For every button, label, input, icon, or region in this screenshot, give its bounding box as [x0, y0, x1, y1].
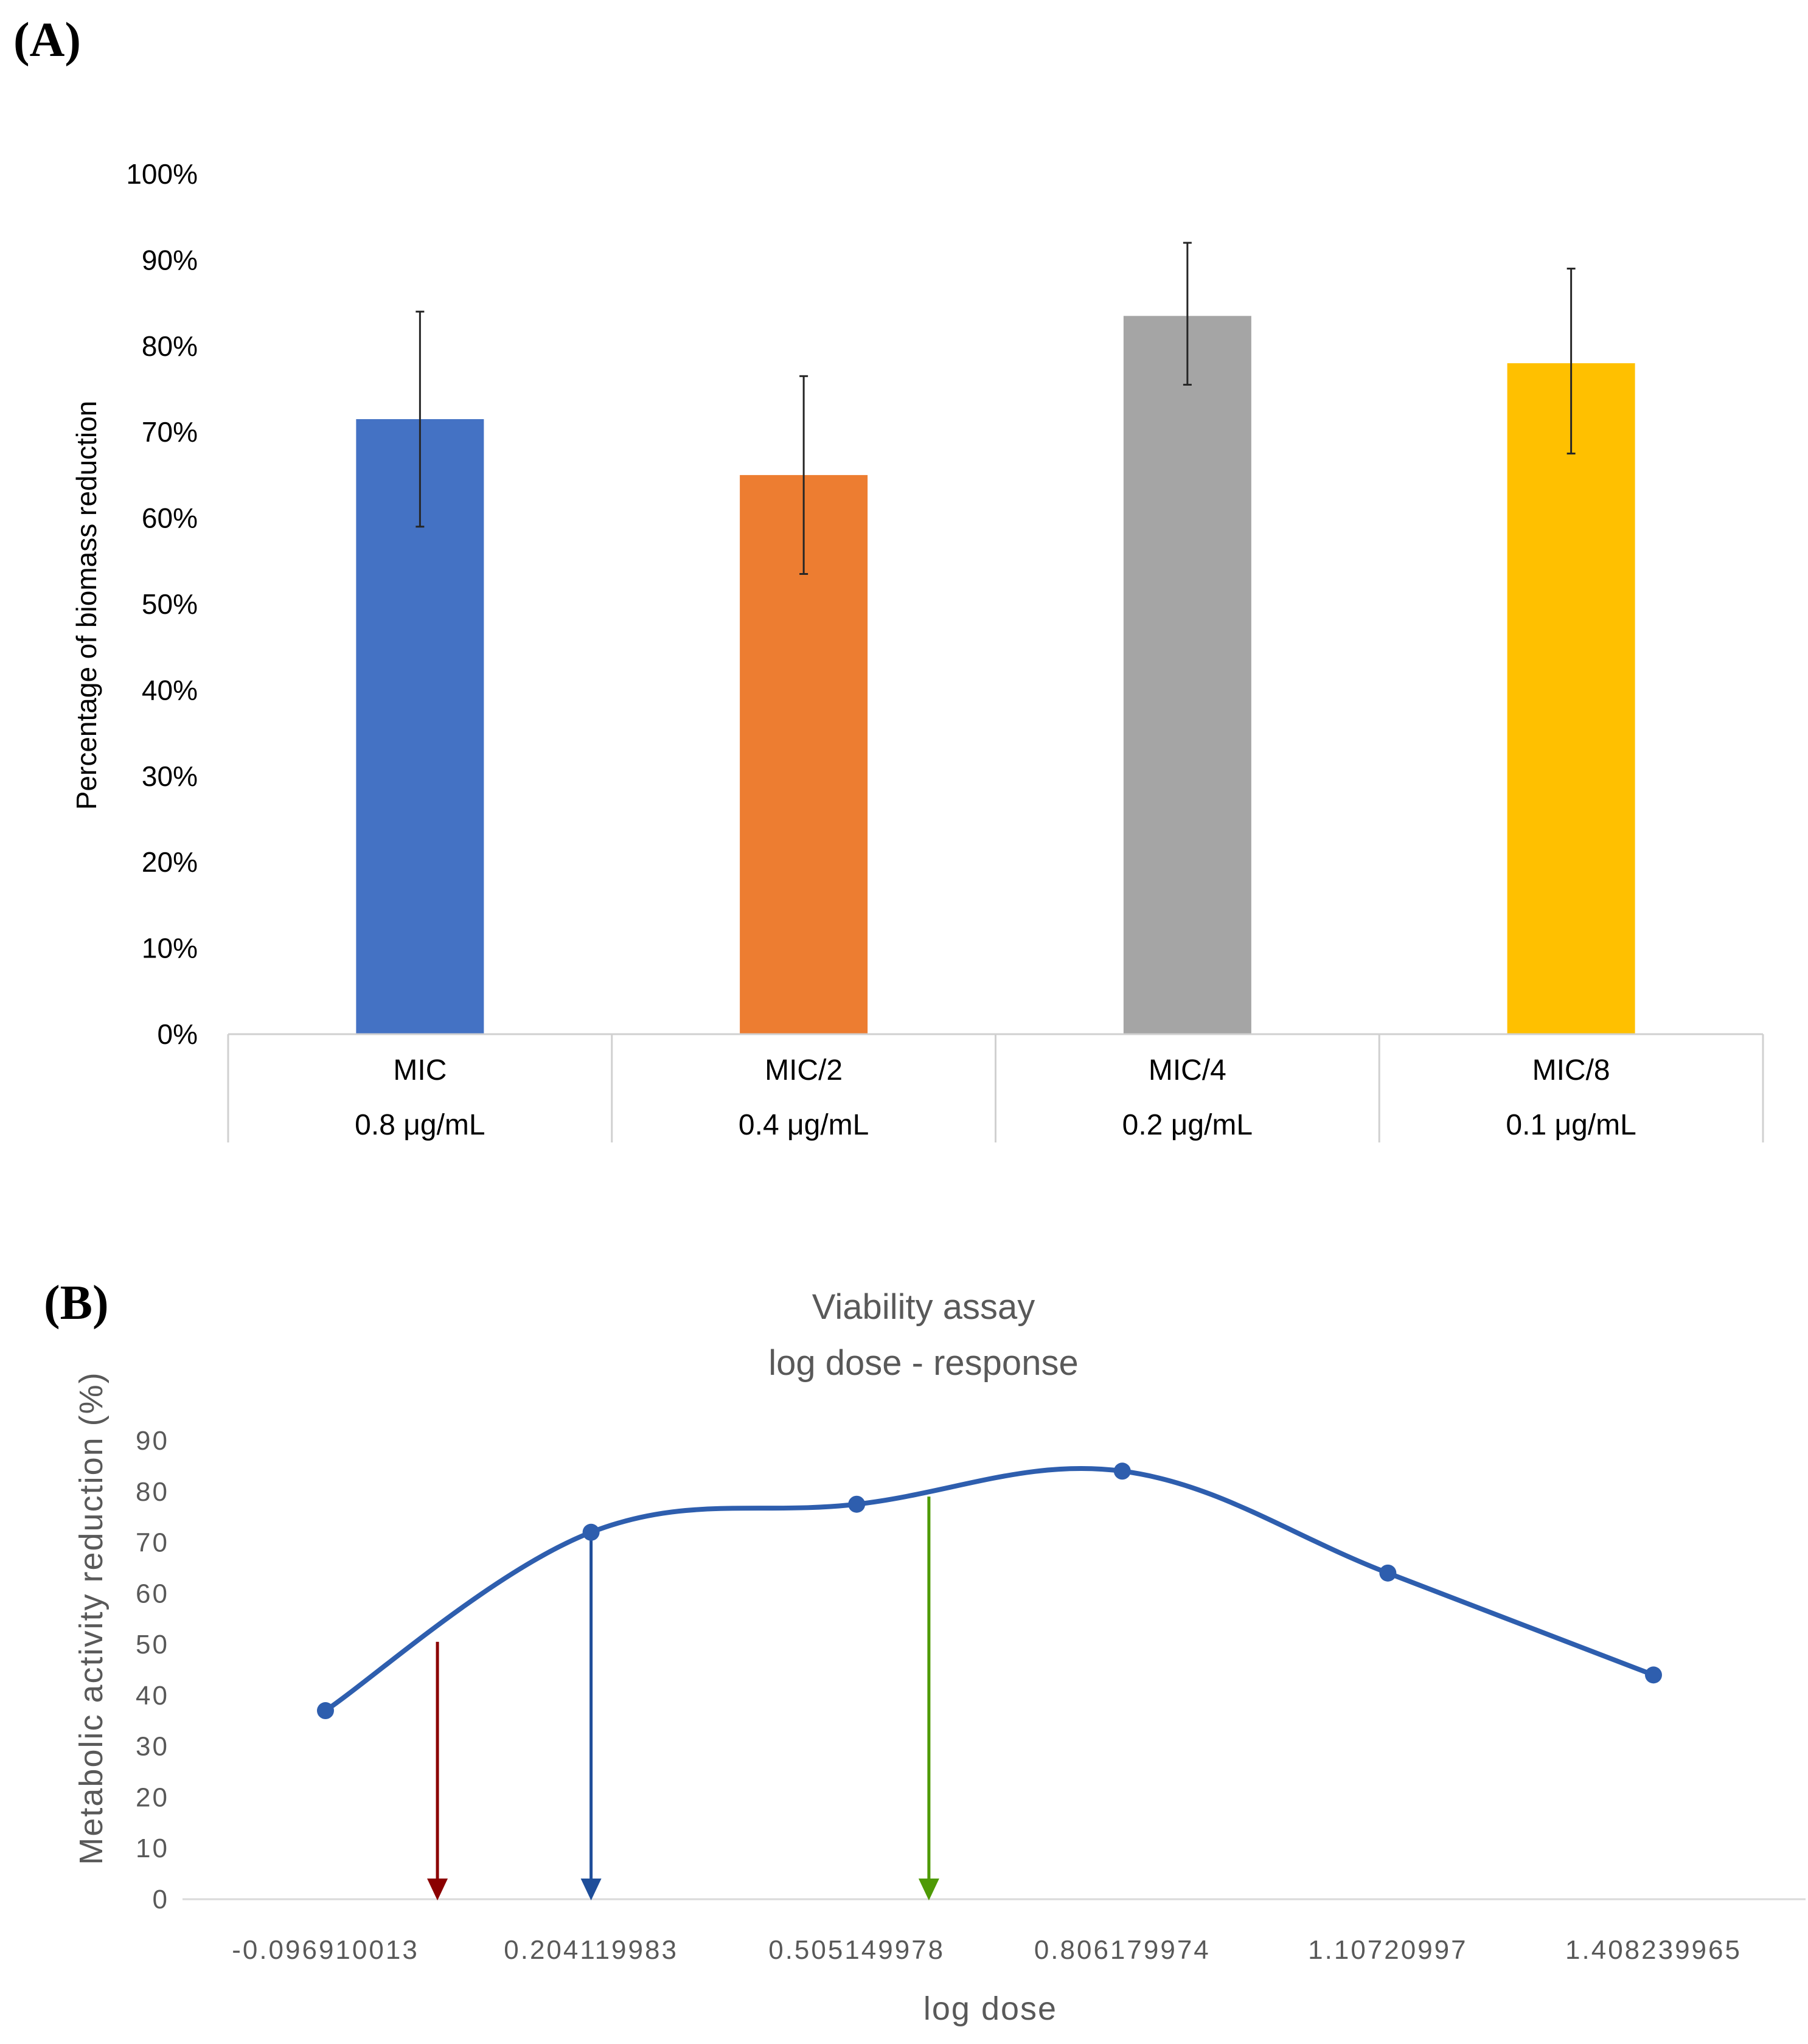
panel-a-y-tick-label: 100% — [126, 158, 198, 190]
panel-b-arrow-head — [580, 1879, 602, 1900]
panel-b-data-point — [317, 1702, 334, 1720]
panel-a-category-label: MIC — [393, 1054, 447, 1086]
panel-a-y-tick-label: 10% — [142, 933, 198, 964]
panel-a-bars — [356, 316, 1635, 1034]
panel-b-series-line — [323, 1465, 1656, 1714]
panel-a-y-tick-label: 90% — [142, 244, 198, 276]
panel-a-y-tick-label: 0% — [158, 1018, 198, 1050]
panel-a-category-labels: MIC 0.8 μg/mL MIC/2 0.4 μg/mL MIC/4 0.2 μg/mL… — [355, 1054, 1636, 1141]
panel-b-y-tick-label: 10 — [136, 1834, 169, 1863]
panel-a-y-tick-label: 60% — [142, 502, 198, 534]
panel-a-bar — [1507, 363, 1635, 1034]
panel-b-x-axis-label: log dose — [923, 1990, 1057, 2027]
panel-b-x-tick-label: 1.408239965 — [1565, 1935, 1742, 1965]
panel-b-line-chart: (B) Viability assay log dose - response … — [44, 1276, 1806, 2027]
panel-a-bar — [1123, 316, 1251, 1034]
panel-b-x-tick-label: 0.806179974 — [1034, 1935, 1211, 1965]
panel-b-label: (B) — [44, 1276, 109, 1330]
panel-a-y-tick-label: 50% — [142, 588, 198, 620]
panel-b-title-line-2: log dose - response — [768, 1343, 1078, 1383]
panel-a-subcategory-label: 0.4 μg/mL — [739, 1109, 869, 1141]
panel-b-x-tick-label: -0.096910013 — [232, 1935, 419, 1965]
panel-b-data-point — [848, 1495, 866, 1513]
panel-b-y-ticks: 0 10 20 30 40 50 60 70 80 90 — [136, 1426, 169, 1914]
panel-a-y-tick-label: 70% — [142, 416, 198, 448]
panel-b-data-point — [1379, 1564, 1397, 1582]
panel-a-error-bars — [415, 242, 1576, 575]
panel-b-data-point — [1113, 1462, 1131, 1480]
panel-b-title-line-1: Viability assay — [812, 1287, 1035, 1327]
panel-a-subcategory-label: 0.8 μg/mL — [355, 1109, 485, 1141]
panel-a-category-label: MIC/4 — [1149, 1054, 1226, 1086]
panel-b-y-tick-label: 80 — [136, 1477, 169, 1507]
panel-b-arrow-head — [427, 1879, 448, 1900]
panel-a-label: (A) — [13, 13, 81, 67]
panel-b-series-path — [323, 1465, 1656, 1714]
panel-b-y-tick-label: 30 — [136, 1732, 169, 1762]
panel-b-y-tick-label: 70 — [136, 1528, 169, 1558]
panel-b-y-tick-label: 60 — [136, 1579, 169, 1608]
panel-a-y-tick-label: 80% — [142, 330, 198, 362]
panel-b-y-tick-label: 90 — [136, 1426, 169, 1456]
panel-b-arrow-head — [918, 1879, 939, 1900]
panel-a-category-label: MIC/8 — [1532, 1054, 1610, 1086]
panel-b-y-axis-label: Metabolic activity reduction (%) — [73, 1371, 110, 1865]
panel-b-y-tick-label: 0 — [153, 1885, 169, 1914]
panel-b-data-point — [1645, 1666, 1662, 1684]
panel-b-x-tick-label: 0.204119983 — [504, 1935, 678, 1965]
panel-a-bar-chart: (A) Percentage of biomass reduction 0% 10… — [13, 13, 1764, 1142]
panel-b-y-tick-label: 40 — [136, 1681, 169, 1711]
panel-b-x-tick-label: 1.10720997 — [1308, 1935, 1467, 1965]
panel-b-points — [317, 1462, 1662, 1720]
panel-a-y-ticks: 0% 10% 20% 30% 40% 50% 60% 70% 80% 90% 100% — [126, 158, 198, 1050]
panel-a-y-tick-label: 30% — [142, 760, 198, 792]
panel-a-x-axis — [227, 1033, 1764, 1142]
panel-b-arrows — [427, 1496, 939, 1900]
panel-b-x-tick-label: 0.505149978 — [768, 1935, 945, 1965]
panel-a-y-tick-label: 20% — [142, 846, 198, 878]
panel-b-y-tick-label: 50 — [136, 1630, 169, 1660]
panel-b-y-tick-label: 20 — [136, 1782, 169, 1812]
panel-a-subcategory-label: 0.1 μg/mL — [1506, 1109, 1636, 1141]
panel-a-y-axis-label: Percentage of biomass reduction — [71, 401, 102, 810]
panel-a-subcategory-label: 0.2 μg/mL — [1122, 1109, 1253, 1141]
panel-a-category-label: MIC/2 — [765, 1054, 843, 1086]
panel-a-y-tick-label: 40% — [142, 674, 198, 706]
panel-b-data-point — [582, 1523, 600, 1541]
panel-b-x-ticks: -0.096910013 0.204119983 0.505149978 0.8061… — [232, 1935, 1742, 1965]
